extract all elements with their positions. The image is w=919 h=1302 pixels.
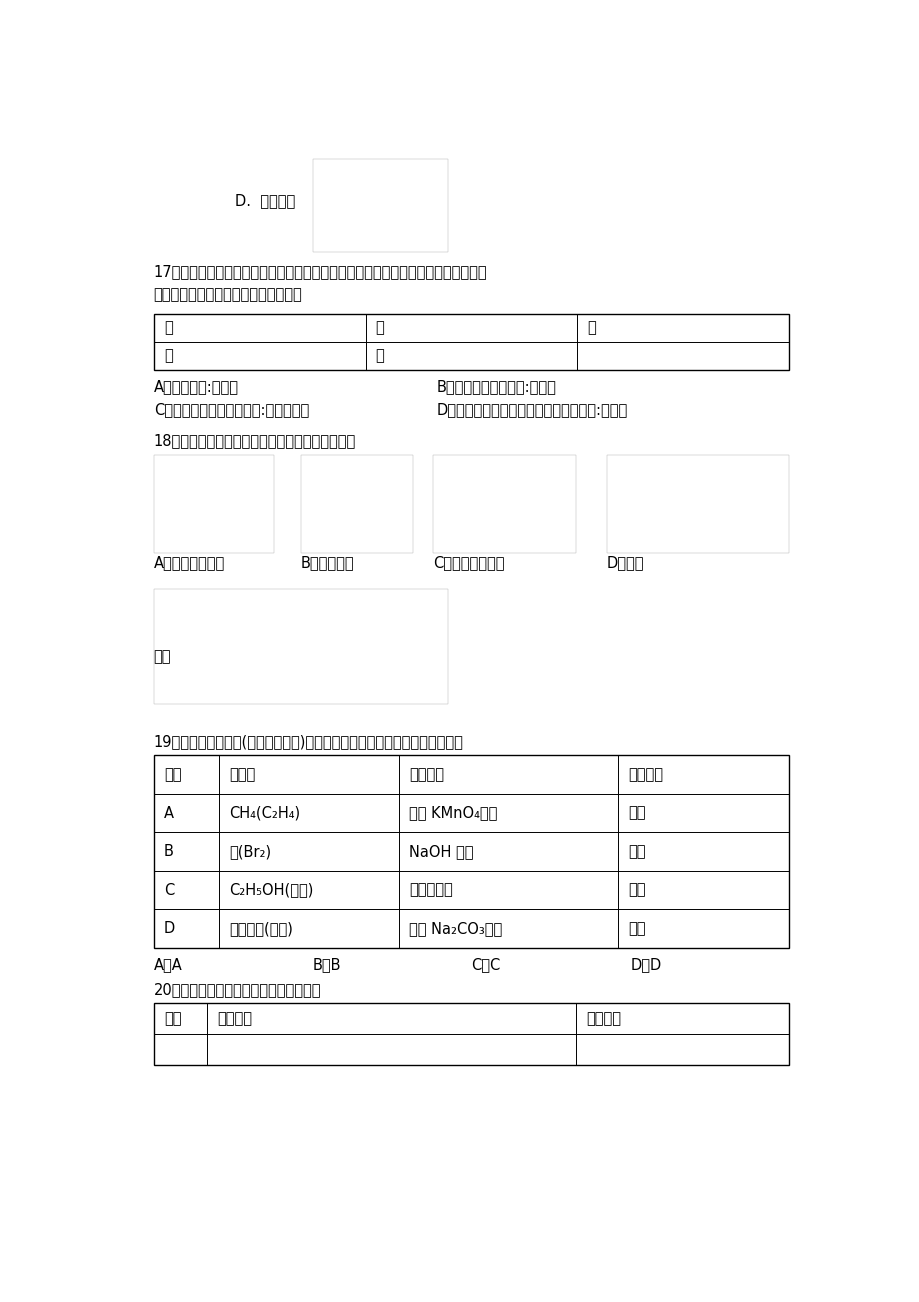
Text: C．C: C．C xyxy=(471,957,500,973)
Bar xyxy=(153,1004,789,1065)
Bar xyxy=(153,314,789,370)
Text: C．制取乙酸乙酯: C．制取乙酸乙酯 xyxy=(432,555,504,570)
Text: 预期目的: 预期目的 xyxy=(585,1012,620,1026)
Text: 不纯物: 不纯物 xyxy=(230,767,255,783)
Text: B: B xyxy=(164,844,174,859)
Bar xyxy=(301,454,413,553)
Text: 甲: 甲 xyxy=(164,320,173,336)
Text: 过滤: 过滤 xyxy=(628,844,645,859)
Text: A．制取二氧化硫: A．制取二氧化硫 xyxy=(153,555,225,570)
Text: 丙: 丙 xyxy=(587,320,596,336)
Text: 洗气: 洗气 xyxy=(628,806,645,820)
Text: B．B: B．B xyxy=(312,957,341,973)
Text: D．分馏: D．分馏 xyxy=(607,555,644,570)
Text: A．A: A．A xyxy=(153,957,182,973)
Text: A: A xyxy=(164,806,174,820)
Text: 蝠馏: 蝠馏 xyxy=(628,883,645,897)
Bar xyxy=(153,755,789,948)
Text: D.  石油分馏: D. 石油分馏 xyxy=(235,194,295,208)
Text: 19、为提纯下列物质(括号内为杂质)，所用的除杂试剂和分离方法都正确的是: 19、为提纯下列物质(括号内为杂质)，所用的除杂试剂和分离方法都正确的是 xyxy=(153,734,463,749)
Text: 20、下列相关实验不能达到预期目的的是: 20、下列相关实验不能达到预期目的的是 xyxy=(153,982,321,996)
Text: C: C xyxy=(164,883,174,897)
Text: 酸性 KMnO₄溶液: 酸性 KMnO₄溶液 xyxy=(409,806,497,820)
Bar xyxy=(607,454,789,553)
Bar xyxy=(153,454,274,553)
Text: B．原子核外电子层数:戊＜丁: B．原子核外电子层数:戊＜丁 xyxy=(437,380,556,395)
Text: 新制生石灰: 新制生石灰 xyxy=(409,883,452,897)
Text: CH₄(C₂H₄): CH₄(C₂H₄) xyxy=(230,806,301,820)
Bar xyxy=(153,589,448,704)
Text: 乙酸乙酯(乙酸): 乙酸乙酯(乙酸) xyxy=(230,921,293,936)
Text: 17、元素周期表是学习和研究化学的重要工具。短周期元素甲～戊在元素周期表中的: 17、元素周期表是学习和研究化学的重要工具。短周期元素甲～戊在元素周期表中的 xyxy=(153,264,487,279)
Text: 乙: 乙 xyxy=(375,320,384,336)
Bar xyxy=(432,454,575,553)
Text: 丁: 丁 xyxy=(164,348,173,363)
Text: C₂H₅OH(乙酸): C₂H₅OH(乙酸) xyxy=(230,883,313,897)
Text: 相关实验: 相关实验 xyxy=(217,1012,252,1026)
Text: 戊: 戊 xyxy=(375,348,384,363)
Text: 选项: 选项 xyxy=(164,1012,181,1026)
Bar xyxy=(312,159,448,253)
Text: 饱和 Na₂CO₃溶液: 饱和 Na₂CO₃溶液 xyxy=(409,921,502,936)
Text: 分离方法: 分离方法 xyxy=(628,767,663,783)
Text: 序号: 序号 xyxy=(164,767,181,783)
Text: 蝠馏: 蝠馏 xyxy=(628,921,645,936)
Text: C．原子核外最外层电子数:丙＞戊＞丁: C．原子核外最外层电子数:丙＞戊＞丁 xyxy=(153,402,309,418)
Text: 除杂试剂: 除杂试剂 xyxy=(409,767,444,783)
Text: 石油: 石油 xyxy=(153,648,171,664)
Text: 相对位置如表所示，下列判断正确的是: 相对位置如表所示，下列判断正确的是 xyxy=(153,288,302,302)
Text: D．元素的最高价氧化物的水化物的酸性:戊＜丁: D．元素的最高价氧化物的水化物的酸性:戊＜丁 xyxy=(437,402,627,418)
Text: NaOH 溶液: NaOH 溶液 xyxy=(409,844,473,859)
Text: 18、下列图示装置正确且能达到相应实验目的的是: 18、下列图示装置正确且能达到相应实验目的的是 xyxy=(153,434,356,448)
Text: 苯(Br₂): 苯(Br₂) xyxy=(230,844,271,859)
Text: A．原子半径:丙＞甲: A．原子半径:丙＞甲 xyxy=(153,380,239,395)
Text: B．制取氨气: B．制取氨气 xyxy=(301,555,354,570)
Text: D．D: D．D xyxy=(630,957,661,973)
Text: D: D xyxy=(164,921,175,936)
